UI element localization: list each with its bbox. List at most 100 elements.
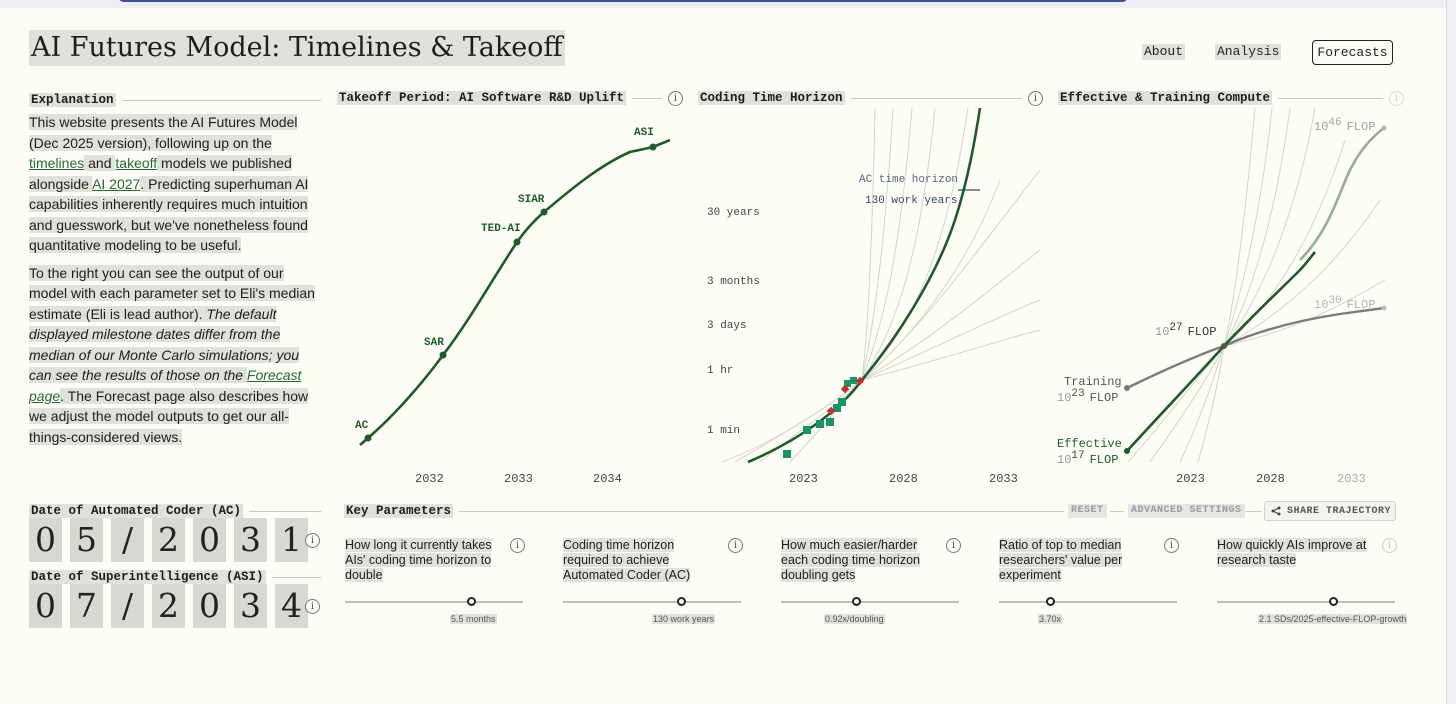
explanation-paragraph-2: To the right you can see the output of o… — [29, 263, 321, 448]
data-point — [833, 404, 841, 412]
link-takeoff[interactable]: takeoff — [115, 155, 158, 171]
asi-date-header: Date of Superintelligence (ASI) — [29, 570, 321, 584]
link-timelines[interactable]: timelines — [29, 155, 85, 171]
param-question-text: How quickly AIs improve at research tast… — [1217, 538, 1367, 567]
divider — [850, 97, 1022, 99]
sample-trajectory — [721, 379, 863, 463]
sample-trajectory — [1223, 108, 1273, 347]
param-question: How much easier/harder each coding time … — [781, 538, 931, 583]
series-end-marker — [1381, 305, 1387, 311]
sample-trajectory — [1179, 345, 1225, 463]
explanation-heading: Explanation — [29, 93, 116, 107]
slider-handle[interactable] — [1046, 597, 1055, 606]
sample-trajectory — [1223, 139, 1346, 347]
y-tick-label: 3 months — [707, 276, 760, 288]
nav-analysis[interactable]: Analysis — [1215, 44, 1282, 60]
label-cross-27: 1027 FLOP — [1155, 322, 1216, 339]
annotation-ac-label: AC time horizon — [859, 174, 958, 186]
share-trajectory-button[interactable]: SHARE TRAJECTORY — [1264, 501, 1396, 521]
info-icon[interactable]: i — [305, 533, 320, 548]
nav-about[interactable]: About — [1142, 44, 1186, 60]
data-point — [803, 426, 811, 434]
nav-forecasts[interactable]: Forecasts — [1312, 40, 1393, 65]
info-icon[interactable]: i — [1028, 90, 1043, 106]
date-digit: 2 — [152, 518, 185, 562]
sample-trajectory — [861, 179, 1001, 381]
coding-horizon-chart: 30 years 3 months 3 days 1 hr 1 min AC t… — [707, 108, 1041, 486]
divider — [121, 99, 321, 101]
training-compute-line — [1126, 306, 1385, 390]
sample-trajectory — [1223, 108, 1316, 347]
x-tick-label: 2033 — [504, 472, 533, 486]
advanced-settings-button[interactable]: ADVANCED SETTINGS — [1128, 504, 1245, 518]
crosspoint-marker — [1221, 343, 1227, 349]
info-icon[interactable]: i — [1382, 538, 1397, 553]
param-question-text: Coding time horizon required to achieve … — [563, 538, 691, 582]
info-icon[interactable]: i — [728, 538, 743, 553]
slider-track[interactable] — [563, 601, 741, 603]
date-digit: 0 — [29, 584, 62, 628]
sample-trajectory — [1223, 199, 1381, 347]
param-question-text: How long it currently takes AIs' coding … — [345, 538, 492, 582]
slider-handle[interactable] — [1329, 597, 1338, 606]
data-point — [838, 398, 846, 406]
label-training-23: 1023 FLOP — [1057, 388, 1118, 405]
slider-track[interactable] — [1217, 601, 1395, 603]
param-question-text: Ratio of top to median researchers' valu… — [999, 538, 1123, 582]
effective-compute-line — [1126, 251, 1316, 452]
label-effective: Effective — [1057, 437, 1122, 451]
slider-handle[interactable] — [467, 597, 476, 606]
sample-trajectory — [1197, 345, 1225, 463]
sample-trajectory — [861, 108, 894, 381]
data-point — [850, 377, 857, 384]
data-point — [826, 418, 834, 426]
slider-track[interactable] — [781, 601, 959, 603]
reset-button[interactable]: RESET — [1068, 504, 1107, 518]
benchmark-markers — [783, 376, 865, 458]
explanation-paragraph-1: This website presents the AI Futures Mod… — [29, 112, 321, 256]
param-question: How long it currently takes AIs' coding … — [345, 538, 495, 583]
slider-handle[interactable] — [852, 597, 861, 606]
series-start-marker — [1124, 448, 1130, 454]
x-tick-label: 2023 — [789, 472, 818, 486]
param-doubling-time: How long it currently takes AIs' coding … — [345, 538, 525, 624]
data-point — [855, 376, 865, 386]
date-separator: / — [111, 518, 144, 562]
info-icon[interactable]: i — [510, 538, 525, 553]
chart-title: Effective & Training Compute — [1058, 91, 1273, 105]
sample-trajectory — [861, 169, 1041, 381]
y-tick-label: 30 years — [707, 207, 760, 219]
info-icon[interactable]: i — [1389, 90, 1404, 106]
param-researcher-ratio: Ratio of top to median researchers' valu… — [999, 538, 1179, 624]
info-icon[interactable]: i — [668, 90, 683, 106]
sample-trajectory — [861, 108, 969, 381]
date-digit: 3 — [234, 584, 267, 628]
date-separator: / — [111, 584, 144, 628]
divider — [249, 510, 321, 512]
date-digit: 0 — [193, 584, 226, 628]
trajectory-samples — [1127, 108, 1386, 463]
slider-track[interactable] — [999, 601, 1177, 603]
param-research-taste: How quickly AIs improve at research tast… — [1217, 538, 1408, 624]
info-icon[interactable]: i — [305, 599, 320, 614]
slider-handle[interactable] — [677, 597, 686, 606]
date-digit: 0 — [193, 518, 226, 562]
date-digit: 4 — [275, 584, 308, 628]
param-question-text: How much easier/harder each coding time … — [781, 538, 920, 582]
param-value: 0.92x/doubling — [824, 614, 885, 624]
link-forecast-page[interactable]: Forecast page — [29, 367, 302, 404]
date-digit: 7 — [70, 584, 103, 628]
scrollbar[interactable] — [1446, 0, 1456, 704]
link-ai2027[interactable]: AI 2027 — [92, 175, 141, 192]
divider — [459, 510, 1064, 512]
param-doubling-difficulty: How much easier/harder each coding time … — [781, 538, 961, 624]
series-end-marker — [1381, 125, 1387, 131]
date-digit: 5 — [70, 518, 103, 562]
info-icon[interactable]: i — [1164, 538, 1179, 553]
label-training: Training — [1064, 375, 1122, 389]
slider-track[interactable] — [345, 601, 523, 603]
address-bar[interactable] — [118, 0, 1128, 2]
sample-trajectory — [861, 108, 876, 381]
info-icon[interactable]: i — [946, 538, 961, 553]
milestone-label-sar: SAR — [424, 337, 444, 349]
